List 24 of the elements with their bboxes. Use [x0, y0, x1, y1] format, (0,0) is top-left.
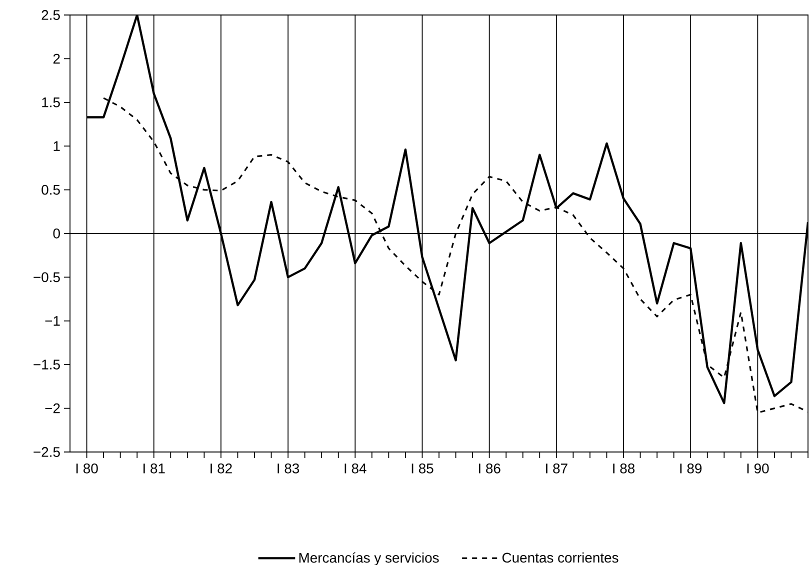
- y-tick-label: −2: [45, 403, 60, 414]
- y-tick-label: −1: [45, 316, 60, 326]
- y-tick-label: 2: [53, 54, 60, 64]
- x-tick-label: I 85: [412, 464, 434, 474]
- y-tick-label: 2.5: [42, 10, 60, 20]
- x-tick-label: I 88: [613, 464, 635, 474]
- x-tick-label: I 82: [210, 464, 232, 474]
- y-tick-label: 1: [54, 141, 60, 151]
- y-tick-label: 1.5: [42, 98, 60, 108]
- legend-label: Mercancías y servicios: [299, 552, 439, 565]
- x-tick-label: I 80: [76, 464, 98, 474]
- x-tick-label: I 89: [680, 464, 702, 474]
- x-tick-label: I 90: [747, 464, 769, 474]
- x-tick-label: I 81: [144, 464, 165, 474]
- y-tick-label: −0.5: [34, 272, 60, 282]
- y-tick-label: −1.5: [34, 360, 60, 370]
- y-tick-label: 0.5: [42, 184, 60, 195]
- x-tick-label: I 87: [546, 464, 568, 474]
- legend-label: Cuentas corrientes: [502, 552, 618, 563]
- x-tick-label: I 86: [478, 464, 500, 474]
- y-tick-label: −2.5: [34, 447, 60, 457]
- y-tick-label: 0: [53, 228, 60, 238]
- x-tick-label: I 83: [278, 464, 300, 474]
- x-tick-label: I 84: [344, 464, 366, 474]
